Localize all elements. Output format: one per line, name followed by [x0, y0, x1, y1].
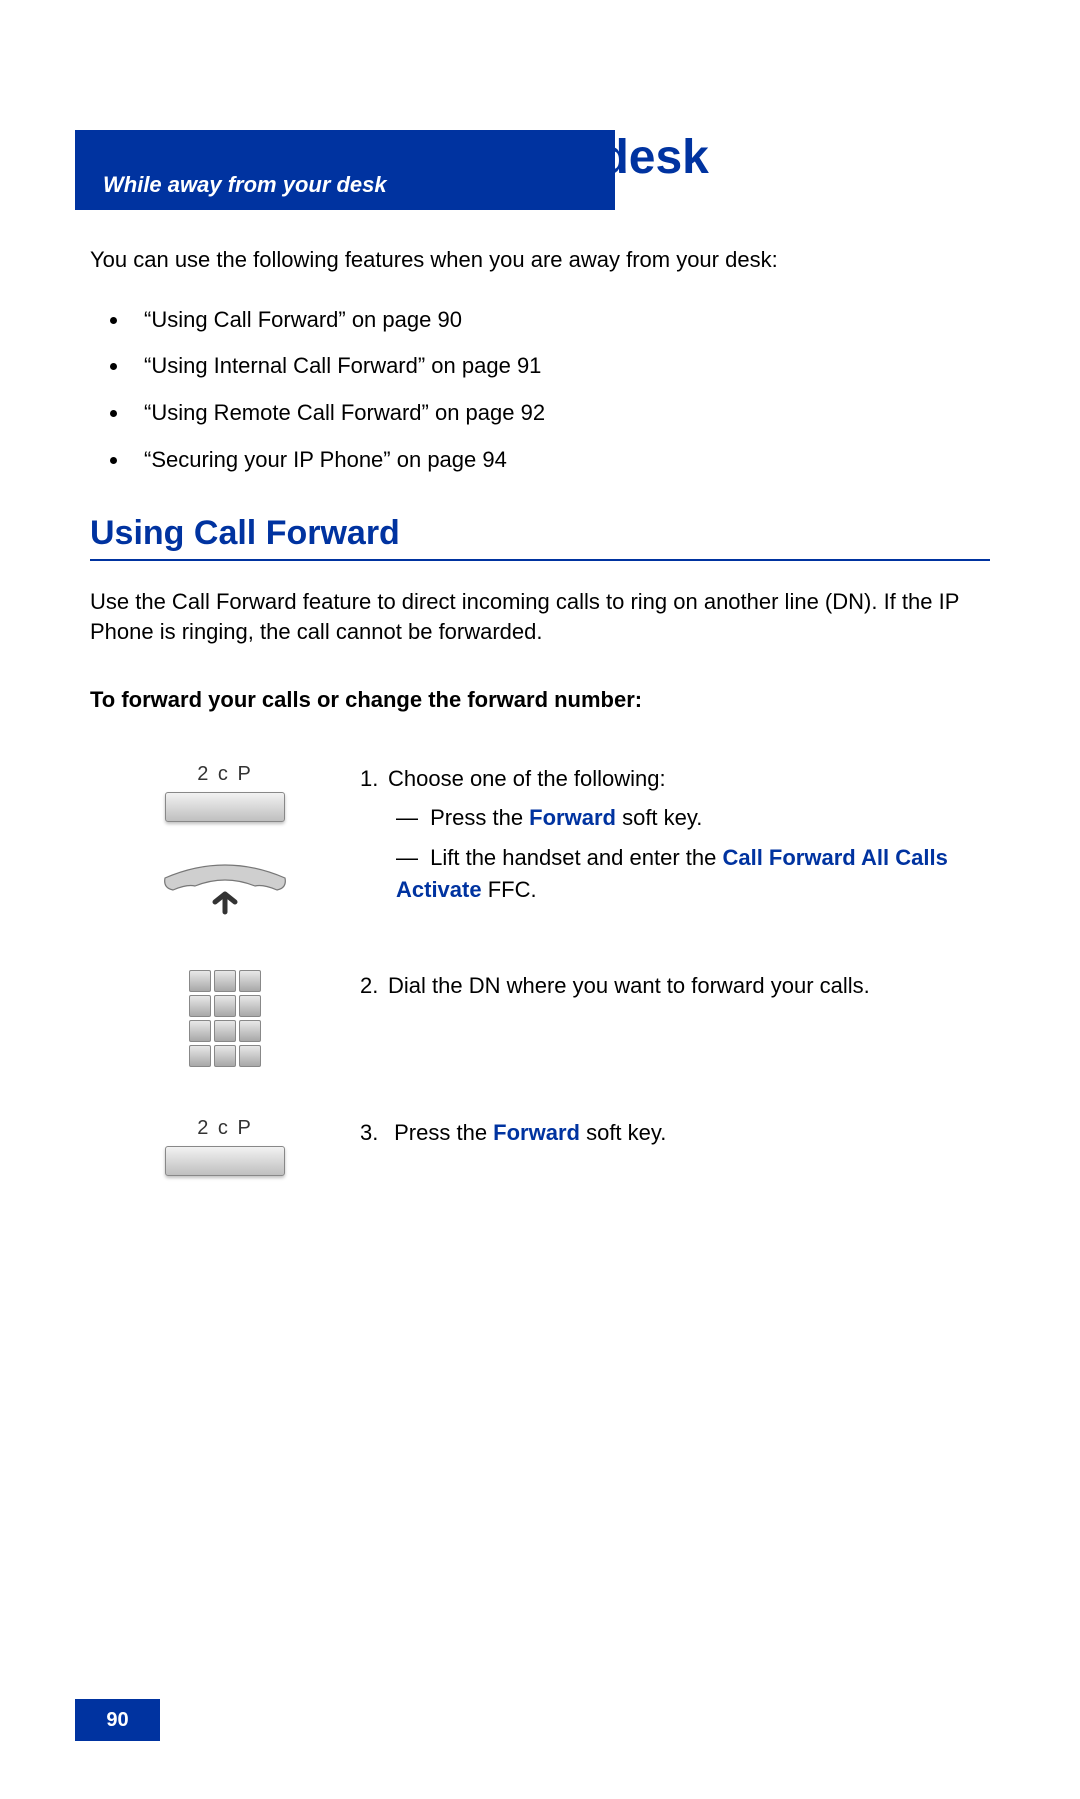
- step-number: 3.: [360, 1117, 388, 1149]
- lift-handset-icon: [155, 860, 295, 920]
- running-header: While away from your desk: [75, 130, 615, 210]
- list-item: “Using Call Forward” on page 90: [130, 306, 990, 335]
- intro-paragraph: You can use the following features when …: [90, 245, 990, 276]
- feature-link-list: “Using Call Forward” on page 90 “Using I…: [90, 306, 990, 474]
- softkey-group: 2 c P: [165, 1117, 285, 1176]
- step-text: 1.Choose one of the following: — Press t…: [360, 763, 990, 907]
- page-number: 90: [106, 1709, 128, 1732]
- soft-key-icon: [165, 1146, 285, 1176]
- running-header-text: While away from your desk: [103, 172, 387, 197]
- step-icon-column: [90, 970, 360, 1067]
- step-row: 2 c P 3. Press the Forward soft key.: [90, 1117, 990, 1176]
- forward-keyword: Forward: [493, 1120, 580, 1145]
- document-page: While away from your desk While away fro…: [0, 130, 1080, 1799]
- step-text: 2.Dial the DN where you want to forward …: [360, 970, 990, 1002]
- step-icon-column: 2 c P: [90, 763, 360, 920]
- step-row: 2.Dial the DN where you want to forward …: [90, 970, 990, 1067]
- soft-key-icon: [165, 792, 285, 822]
- step-option-text: Lift the handset and enter the Call Forw…: [396, 845, 948, 902]
- procedure-steps: 2 c P 1.Choose one of the following: — P…: [90, 763, 990, 1176]
- step-row: 2 c P 1.Choose one of the following: — P…: [90, 763, 990, 920]
- list-item: “Using Internal Call Forward” on page 91: [130, 352, 990, 381]
- step-body: Press the Forward soft key.: [394, 1120, 666, 1145]
- step-option-text: Press the Forward soft key.: [430, 805, 702, 830]
- softkey-group: 2 c P: [165, 763, 285, 822]
- dash-bullet: —: [396, 842, 424, 874]
- forward-keyword: Forward: [529, 805, 616, 830]
- procedure-heading: To forward your calls or change the forw…: [90, 687, 990, 713]
- dash-bullet: —: [396, 802, 424, 834]
- step-number: 2.: [360, 970, 388, 1002]
- list-item: “Securing your IP Phone” on page 94: [130, 446, 990, 475]
- step-text: 3. Press the Forward soft key.: [360, 1117, 990, 1149]
- step-icon-column: 2 c P: [90, 1117, 360, 1176]
- section-heading: Using Call Forward: [90, 514, 990, 561]
- dialpad-icon: [189, 970, 261, 1067]
- step-lead: Choose one of the following:: [388, 766, 666, 791]
- section-body-text: Use the Call Forward feature to direct i…: [90, 587, 990, 646]
- page-number-tab: 90: [75, 1699, 160, 1741]
- softkey-label: 2 c P: [197, 1117, 253, 1140]
- list-item: “Using Remote Call Forward” on page 92: [130, 399, 990, 428]
- step-number: 1.: [360, 763, 388, 795]
- softkey-label: 2 c P: [197, 763, 253, 786]
